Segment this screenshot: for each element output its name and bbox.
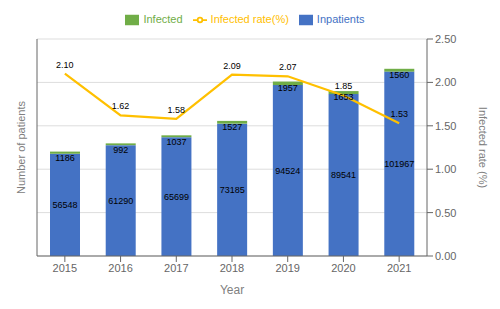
svg-text:65699: 65699 xyxy=(164,192,189,202)
svg-text:2020: 2020 xyxy=(331,262,355,274)
svg-text:0.50: 0.50 xyxy=(435,207,456,219)
html-text:Infected rate(%): Infected rate(%) xyxy=(210,13,289,25)
svg-text:Number of patients: Number of patients xyxy=(15,101,27,194)
svg-text:61290: 61290 xyxy=(108,196,133,206)
svg-text:101967: 101967 xyxy=(384,159,414,169)
svg-text:2017: 2017 xyxy=(164,262,188,274)
svg-text:1186: 1186 xyxy=(55,153,74,163)
svg-text:89541: 89541 xyxy=(331,170,356,180)
svg-text:Infected rate (%): Infected rate (%) xyxy=(477,107,489,188)
svg-text:56548: 56548 xyxy=(52,200,77,210)
svg-text:0.00: 0.00 xyxy=(435,250,456,262)
svg-text:2016: 2016 xyxy=(108,262,132,274)
svg-text:1560: 1560 xyxy=(389,70,409,80)
svg-text:1957: 1957 xyxy=(278,83,298,93)
svg-text:1.58: 1.58 xyxy=(168,105,186,115)
svg-text:1.00: 1.00 xyxy=(435,163,456,175)
svg-text:2.09: 2.09 xyxy=(223,61,241,71)
svg-text:94524: 94524 xyxy=(275,166,300,176)
svg-text:2021: 2021 xyxy=(387,262,411,274)
svg-text:1.53: 1.53 xyxy=(390,109,408,119)
html-text:Infected: Infected xyxy=(143,13,183,25)
svg-text:Year: Year xyxy=(220,283,244,297)
svg-text:2.10: 2.10 xyxy=(56,60,74,70)
svg-text:2015: 2015 xyxy=(53,262,77,274)
svg-text:2.00: 2.00 xyxy=(435,76,456,88)
svg-text:1.62: 1.62 xyxy=(112,101,130,111)
svg-text:1.50: 1.50 xyxy=(435,120,456,132)
svg-text:1653: 1653 xyxy=(334,92,354,102)
svg-text:2.50: 2.50 xyxy=(435,33,456,45)
svg-text:2.07: 2.07 xyxy=(279,62,297,72)
svg-text:1037: 1037 xyxy=(166,137,186,147)
svg-text:2018: 2018 xyxy=(220,262,244,274)
svg-text:73185: 73185 xyxy=(220,185,245,195)
svg-text:2019: 2019 xyxy=(275,262,299,274)
html-text:Inpatients: Inpatients xyxy=(316,13,365,25)
svg-text:1527: 1527 xyxy=(222,122,242,132)
svg-text:992: 992 xyxy=(113,145,128,155)
svg-text:1.85: 1.85 xyxy=(335,81,353,91)
